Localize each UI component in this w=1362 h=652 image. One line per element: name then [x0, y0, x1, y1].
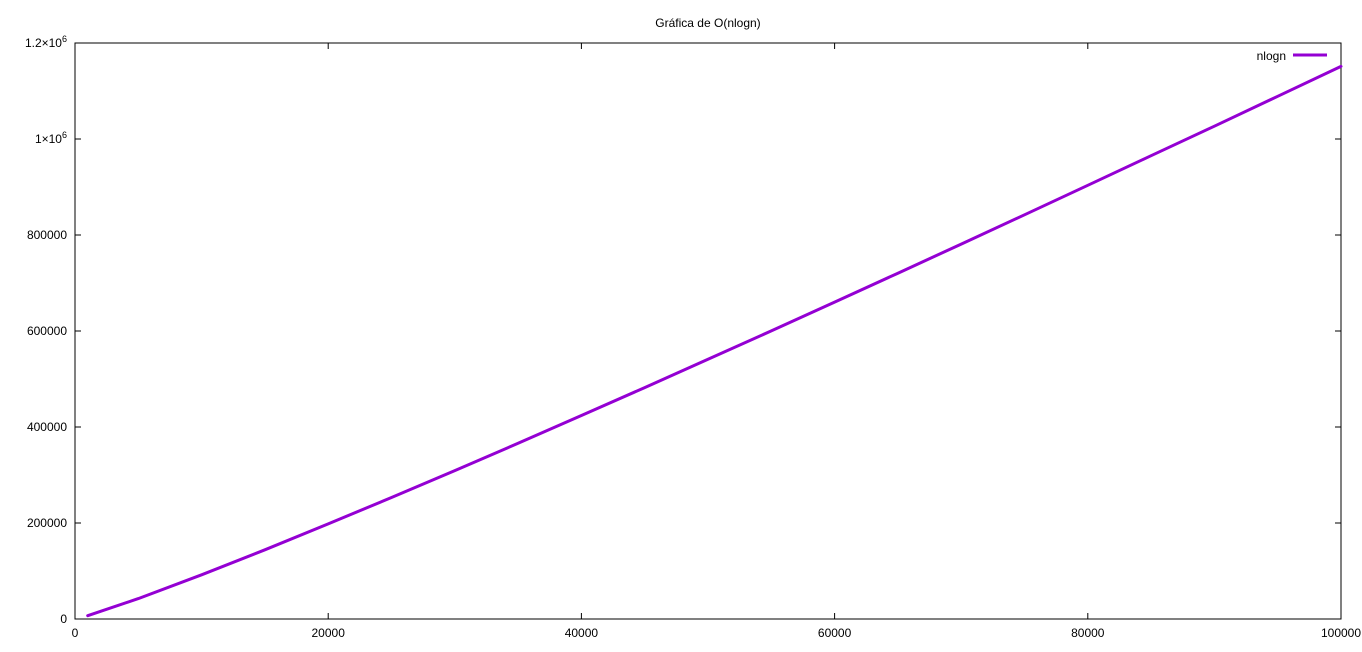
- x-tick-label: 80000: [1071, 626, 1105, 640]
- plot-frame: [74, 42, 1342, 620]
- y-tick-label: 600000: [27, 324, 67, 338]
- y-tick-label: 1×106: [35, 130, 67, 146]
- x-tick-label: 60000: [818, 626, 852, 640]
- y-tick-label: 400000: [27, 420, 67, 434]
- y-tick-label: 1.2×106: [25, 34, 67, 50]
- x-tick-label: 20000: [312, 626, 346, 640]
- chart-title: Gráfica de O(nlogn): [655, 16, 760, 30]
- y-tick-label: 200000: [27, 516, 67, 530]
- legend: nlogn: [1257, 49, 1327, 63]
- legend-label: nlogn: [1257, 49, 1286, 63]
- x-tick-label: 100000: [1321, 626, 1361, 640]
- x-tick-label: 0: [72, 626, 79, 640]
- y-tick-label: 0: [60, 612, 67, 626]
- y-tick-label: 800000: [27, 228, 67, 242]
- ticks-layer: [74, 42, 1342, 620]
- x-tick-label: 40000: [565, 626, 599, 640]
- series-layer: [86, 64, 1343, 618]
- series-line-nlogn: [86, 64, 1343, 618]
- tick-labels-layer: 0 20000 40000 60000 80000 100000 0 200000 400000…: [25, 34, 1361, 640]
